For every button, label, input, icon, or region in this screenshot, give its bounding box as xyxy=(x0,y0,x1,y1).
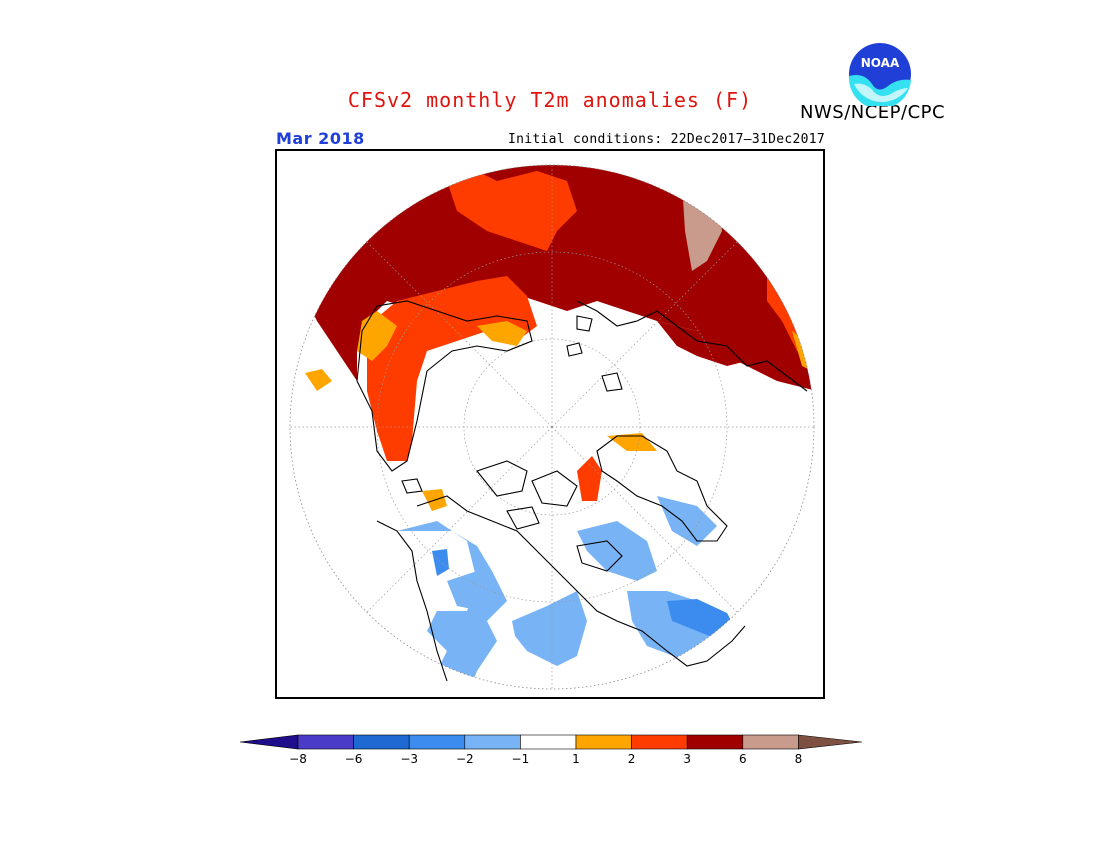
latitude-circle xyxy=(376,251,728,603)
warm-strong-region xyxy=(657,321,747,366)
initial-conditions-label: Initial conditions: 22Dec2017–31Dec2017 xyxy=(508,132,825,147)
legend-swatch xyxy=(297,734,354,750)
hemisphere-boundary xyxy=(289,164,815,690)
legend-tick-label: −3 xyxy=(400,752,419,766)
legend-tick-label: −2 xyxy=(455,752,474,766)
polar-map-svg xyxy=(289,164,815,690)
color-legend xyxy=(240,734,862,750)
organization-label: NWS/NCEP/CPC xyxy=(800,102,946,123)
legend-swatch xyxy=(353,734,410,750)
cool-light-region xyxy=(447,571,492,611)
legend-tick-label: −8 xyxy=(289,752,307,766)
legend-swatch xyxy=(742,734,799,750)
legend-swatch xyxy=(464,734,521,750)
legend-swatch xyxy=(575,734,632,750)
forecast-month: Mar 2018 xyxy=(276,129,365,148)
anomaly-map xyxy=(275,149,825,699)
cool-mid-region xyxy=(432,549,449,576)
cool-strong-region xyxy=(729,619,745,641)
cool-light-region xyxy=(512,591,587,666)
legend-swatch xyxy=(240,734,299,750)
legend-tick-label: −6 xyxy=(344,752,363,766)
legend-swatch xyxy=(631,734,688,750)
cool-light-region xyxy=(657,496,717,546)
legend-tick-label: 2 xyxy=(627,752,636,766)
map-title: CFSv2 monthly T2m anomalies (F) xyxy=(347,88,753,112)
warm-light-region xyxy=(305,369,332,391)
legend-tick-label: 3 xyxy=(683,752,692,766)
legend-tick-label: 8 xyxy=(794,752,803,766)
legend-swatch xyxy=(686,734,744,750)
legend-tick-label: 6 xyxy=(738,752,747,766)
warm-light-region xyxy=(477,321,527,346)
coastlines xyxy=(356,300,808,682)
warm-mid-region xyxy=(577,456,602,501)
legend-swatch xyxy=(408,734,466,750)
noaa-logo-text: NOAA xyxy=(861,56,900,70)
warm-mid-region xyxy=(367,276,537,461)
legend-swatch xyxy=(798,734,862,750)
legend-swatch xyxy=(520,734,577,750)
noaa-logo-icon: NOAA xyxy=(848,43,911,106)
legend-tick-label: −1 xyxy=(511,752,530,766)
warm-mid-region xyxy=(447,171,577,251)
cool-light-region xyxy=(397,521,507,689)
legend-tick-label: 1 xyxy=(572,752,580,766)
